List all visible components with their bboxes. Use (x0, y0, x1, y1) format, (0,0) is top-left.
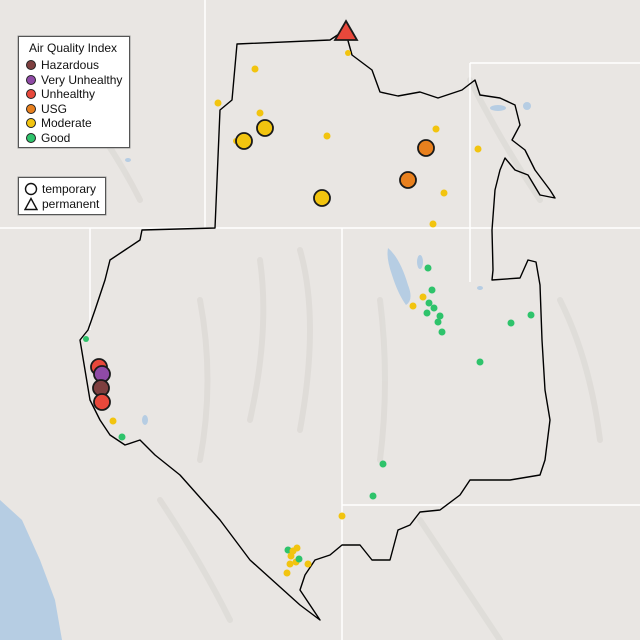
monitor-dot[interactable] (118, 433, 126, 441)
region-boundary (79, 29, 556, 621)
legend-label: Very Unhealthy (41, 72, 123, 87)
monitor-dot[interactable] (507, 319, 515, 327)
monitor-dot[interactable] (436, 312, 444, 320)
legend-temporary-label: temporary (42, 181, 97, 196)
permanent-monitor-marker[interactable] (333, 19, 359, 41)
legend-item: Hazardous (25, 58, 123, 73)
legend-swatch (26, 118, 36, 129)
legend-label: USG (41, 101, 68, 116)
monitor-dot[interactable] (379, 460, 387, 468)
legend-label: Moderate (41, 116, 92, 131)
legend-label: Good (41, 130, 71, 145)
monitor-dot[interactable] (527, 311, 535, 319)
monitor-dot[interactable] (256, 109, 264, 117)
monitor-dot[interactable] (474, 145, 482, 153)
monitor-dot[interactable] (434, 318, 442, 326)
monitor-dot[interactable] (429, 220, 437, 228)
monitor-dot[interactable] (476, 358, 484, 366)
monitor-dot[interactable] (286, 560, 294, 568)
temporary-monitor-marker[interactable] (313, 189, 331, 207)
monitor-dot[interactable] (214, 99, 222, 107)
legend-swatch (26, 74, 36, 85)
legend-item: Unhealthy (25, 87, 123, 102)
monitor-dot[interactable] (295, 555, 303, 563)
legend-label: Unhealthy (41, 87, 96, 102)
monitor-dot[interactable] (345, 50, 351, 56)
monitor-dot[interactable] (424, 264, 432, 272)
legend-item: Moderate (25, 116, 123, 131)
legend-permanent-label: permanent (42, 196, 100, 211)
legend-swatch (26, 60, 36, 71)
monitor-dot[interactable] (338, 512, 346, 520)
aqi-legend: Air Quality Index Hazardous Very Unhealth… (18, 36, 130, 148)
legend-swatch (26, 103, 36, 114)
monitor-dot[interactable] (419, 293, 427, 301)
legend-item: Good (25, 131, 123, 146)
legend-permanent: permanent (24, 196, 100, 211)
legend-item: Very Unhealthy (25, 73, 123, 88)
monitor-dot[interactable] (428, 286, 436, 294)
legend-title: Air Quality Index (29, 41, 118, 55)
legend-label: Hazardous (41, 58, 100, 73)
monitor-dot[interactable] (304, 560, 312, 568)
ocean (0, 500, 62, 640)
monitor-dot[interactable] (109, 417, 117, 425)
legend-swatch (26, 132, 36, 143)
lakes (125, 102, 531, 425)
circle-icon (24, 182, 38, 195)
monitor-dot[interactable] (83, 336, 89, 342)
monitor-dot[interactable] (425, 299, 433, 307)
temporary-monitor-marker[interactable] (399, 171, 417, 189)
temporary-monitor-marker[interactable] (93, 393, 111, 411)
monitor-dot[interactable] (432, 125, 440, 133)
monitor-dot[interactable] (423, 309, 431, 317)
triangle-icon (24, 196, 38, 210)
monitor-dot[interactable] (283, 569, 291, 577)
monitor-dot[interactable] (430, 304, 438, 312)
legend-swatch (26, 89, 36, 100)
temporary-monitor-marker[interactable] (256, 119, 274, 137)
legend-temporary: temporary (24, 181, 100, 196)
monitor-dot[interactable] (289, 547, 297, 555)
monitor-dot[interactable] (438, 328, 446, 336)
monitor-dot[interactable] (251, 65, 259, 73)
monitor-dot[interactable] (440, 189, 448, 197)
legend-item: USG (25, 102, 123, 117)
temporary-monitor-marker[interactable] (417, 139, 435, 157)
monitor-dot[interactable] (323, 132, 331, 140)
monitor-dot[interactable] (369, 492, 377, 500)
monitor-type-legend: temporary permanent (18, 177, 106, 215)
monitor-dot[interactable] (409, 302, 417, 310)
temporary-monitor-marker[interactable] (235, 132, 253, 150)
